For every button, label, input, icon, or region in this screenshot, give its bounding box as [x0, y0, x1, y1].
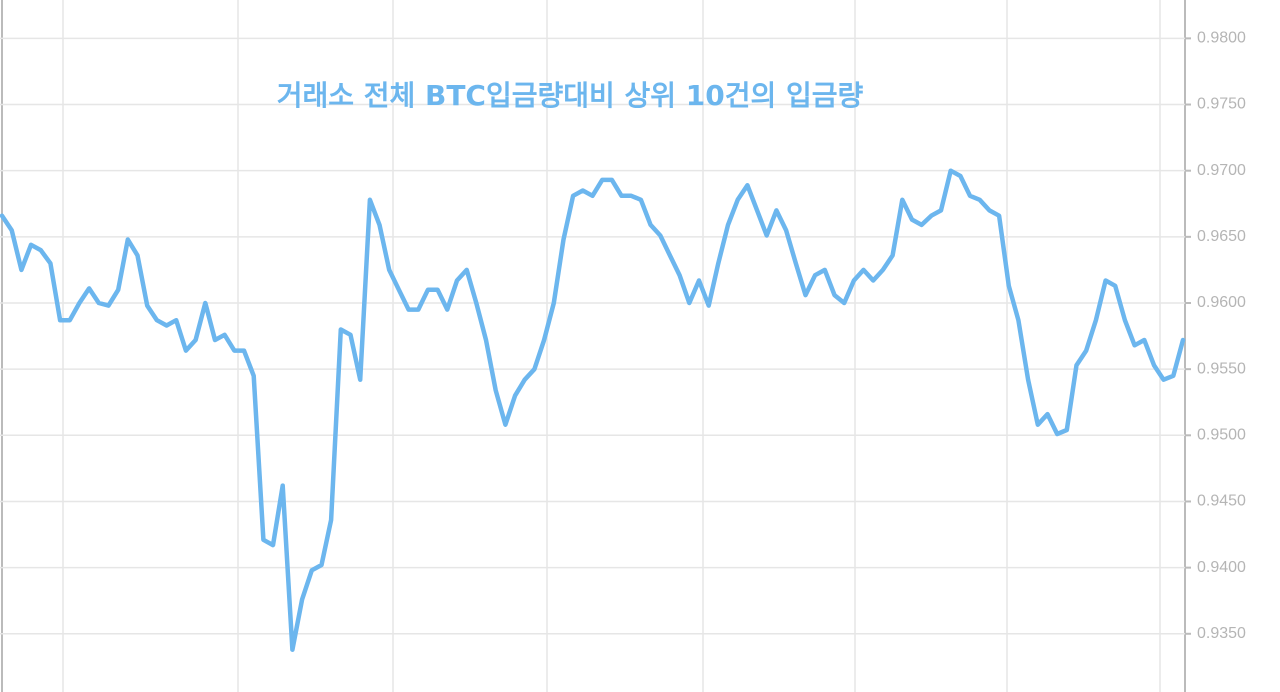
y-tick-label: 0.9500 [1197, 427, 1246, 444]
chart-title: 거래소 전체 BTC입금량대비 상위 10건의 입금량 [277, 79, 864, 112]
y-tick-label: 0.9450 [1197, 493, 1246, 510]
y-tick-label: 0.9400 [1197, 559, 1246, 576]
grid-group: 0.9350 0.9400 0.9450 0.9500 0.9550 0.9600 0.96… [0, 30, 1246, 642]
y-tick-label: 0.9350 [1197, 625, 1246, 642]
y-tick-label: 0.9700 [1197, 162, 1246, 179]
data-line [0, 168, 1186, 652]
vertical-grid [62, 0, 1161, 692]
line-group [0, 168, 1186, 652]
y-tick-label: 0.9550 [1197, 360, 1246, 377]
y-tick-label: 0.9750 [1197, 96, 1246, 113]
y-tick-label: 0.9800 [1197, 30, 1246, 47]
y-tick-label: 0.9650 [1197, 228, 1246, 245]
y-tick-label: 0.9600 [1197, 294, 1246, 311]
